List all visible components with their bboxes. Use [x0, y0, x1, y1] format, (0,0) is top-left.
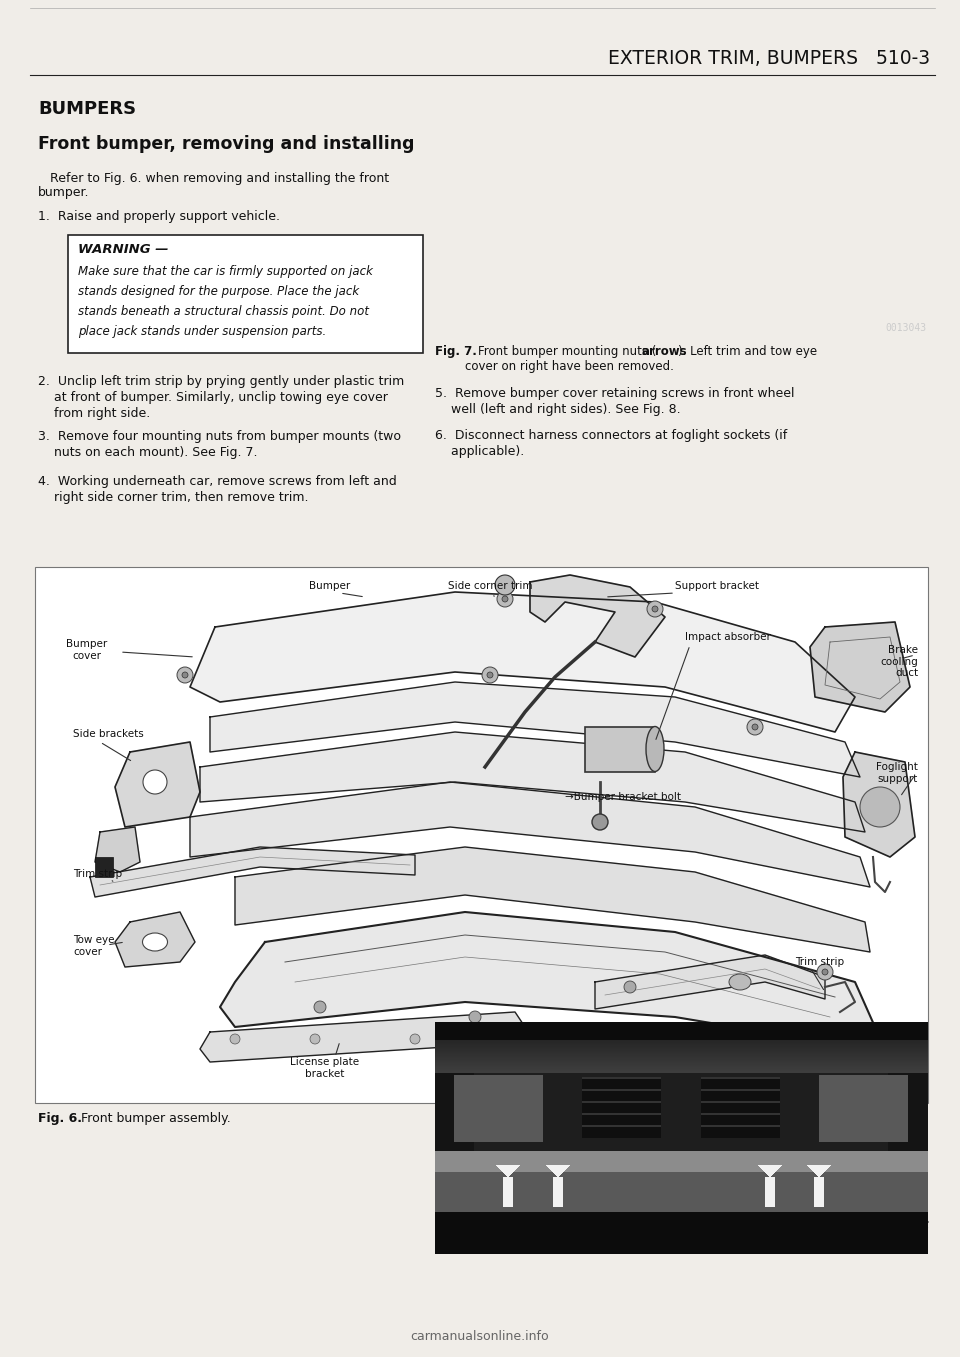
- Polygon shape: [530, 575, 665, 657]
- Text: Trim strip: Trim strip: [795, 957, 844, 968]
- Text: WARNING —: WARNING —: [78, 243, 169, 256]
- Polygon shape: [810, 622, 910, 712]
- Text: well (left and right sides). See Fig. 8.: well (left and right sides). See Fig. 8.: [435, 403, 681, 417]
- Circle shape: [230, 1034, 240, 1044]
- Circle shape: [182, 672, 188, 678]
- Text: Front bumper mounting nuts (: Front bumper mounting nuts (: [478, 345, 657, 358]
- Text: 6.  Disconnect harness connectors at foglight sockets (if: 6. Disconnect harness connectors at fogl…: [435, 429, 787, 442]
- Text: from right side.: from right side.: [38, 407, 151, 421]
- Circle shape: [817, 963, 833, 980]
- Text: Tow eye
cover: Tow eye cover: [73, 935, 114, 957]
- Polygon shape: [210, 683, 860, 778]
- Text: carmanualsonline.info: carmanualsonline.info: [411, 1330, 549, 1343]
- Circle shape: [143, 769, 167, 794]
- Text: Side brackets: Side brackets: [73, 729, 144, 740]
- Circle shape: [487, 672, 493, 678]
- Text: applicable).: applicable).: [435, 445, 524, 459]
- Text: 5.  Remove bumper cover retaining screws in front wheel: 5. Remove bumper cover retaining screws …: [435, 387, 795, 400]
- Text: right side corner trim, then remove trim.: right side corner trim, then remove trim…: [38, 491, 308, 503]
- Circle shape: [647, 601, 663, 617]
- Text: Support bracket: Support bracket: [675, 581, 759, 592]
- Text: bumper.: bumper.: [38, 186, 89, 199]
- Text: place jack stands under suspension parts.: place jack stands under suspension parts…: [78, 324, 326, 338]
- Text: at front of bumper. Similarly, unclip towing eye cover: at front of bumper. Similarly, unclip to…: [38, 391, 388, 404]
- Ellipse shape: [142, 934, 167, 951]
- Circle shape: [860, 787, 900, 826]
- Text: Bumper
cover: Bumper cover: [66, 639, 108, 661]
- Text: Fig. 6.: Fig. 6.: [38, 1111, 82, 1125]
- Polygon shape: [200, 731, 865, 832]
- Text: stands designed for the purpose. Place the jack: stands designed for the purpose. Place t…: [78, 285, 359, 299]
- Polygon shape: [200, 1012, 525, 1063]
- Text: EXTERIOR TRIM, BUMPERS   510-3: EXTERIOR TRIM, BUMPERS 510-3: [608, 49, 930, 68]
- Text: License plate
bracket: License plate bracket: [291, 1057, 360, 1079]
- Text: BUMPERS: BUMPERS: [38, 100, 136, 118]
- Polygon shape: [90, 847, 415, 897]
- Polygon shape: [843, 752, 915, 858]
- Text: nuts on each mount). See Fig. 7.: nuts on each mount). See Fig. 7.: [38, 446, 257, 459]
- Circle shape: [314, 1001, 326, 1012]
- Circle shape: [482, 668, 498, 683]
- Text: Make sure that the car is firmly supported on jack: Make sure that the car is firmly support…: [78, 265, 372, 278]
- Ellipse shape: [729, 974, 751, 991]
- Circle shape: [410, 1034, 420, 1044]
- Circle shape: [592, 814, 608, 830]
- Ellipse shape: [646, 726, 664, 772]
- Text: 3.  Remove four mounting nuts from bumper mounts (two: 3. Remove four mounting nuts from bumper…: [38, 430, 401, 442]
- Circle shape: [469, 1011, 481, 1023]
- Text: 0011944: 0011944: [882, 1088, 923, 1098]
- Polygon shape: [595, 955, 825, 1010]
- Circle shape: [480, 1034, 490, 1044]
- Bar: [585, 727, 655, 772]
- Bar: [35, 567, 928, 1103]
- Text: 2.  Unclip left trim strip by prying gently under plastic trim: 2. Unclip left trim strip by prying gent…: [38, 375, 404, 388]
- Text: Foglight
support: Foglight support: [876, 763, 918, 783]
- Polygon shape: [95, 826, 140, 873]
- Text: stands beneath a structural chassis point. Do not: stands beneath a structural chassis poin…: [78, 305, 369, 318]
- Circle shape: [495, 575, 515, 594]
- Text: Impact absorber: Impact absorber: [685, 632, 771, 642]
- Polygon shape: [220, 912, 875, 1048]
- Circle shape: [652, 607, 658, 612]
- Polygon shape: [190, 782, 870, 887]
- Bar: [95, 858, 113, 877]
- Text: 4.  Working underneath car, remove screws from left and: 4. Working underneath car, remove screws…: [38, 475, 396, 489]
- Text: Brake
cooling
duct: Brake cooling duct: [880, 645, 918, 678]
- Text: ). Left trim and tow eye: ). Left trim and tow eye: [678, 345, 817, 358]
- Polygon shape: [190, 592, 855, 731]
- Text: 0013043: 0013043: [885, 323, 926, 332]
- Text: Refer to Fig. 6. when removing and installing the front: Refer to Fig. 6. when removing and insta…: [38, 172, 389, 185]
- Text: Front bumper assembly.: Front bumper assembly.: [73, 1111, 230, 1125]
- Polygon shape: [115, 912, 195, 968]
- Text: BUMPERS: BUMPERS: [863, 1220, 930, 1234]
- Circle shape: [177, 668, 193, 683]
- Polygon shape: [235, 847, 870, 953]
- Text: Side corner trim: Side corner trim: [447, 581, 532, 592]
- Text: 1.  Raise and properly support vehicle.: 1. Raise and properly support vehicle.: [38, 210, 280, 223]
- Circle shape: [624, 981, 636, 993]
- Text: Front bumper, removing and installing: Front bumper, removing and installing: [38, 134, 415, 153]
- Text: Fig. 7.: Fig. 7.: [435, 345, 485, 358]
- Text: arrows: arrows: [641, 345, 686, 358]
- Circle shape: [497, 592, 513, 607]
- Circle shape: [502, 596, 508, 603]
- Circle shape: [822, 969, 828, 974]
- Text: cover on right have been removed.: cover on right have been removed.: [465, 360, 674, 373]
- Circle shape: [747, 719, 763, 735]
- Text: Bumper: Bumper: [309, 581, 350, 592]
- Polygon shape: [115, 742, 200, 826]
- Circle shape: [752, 725, 758, 730]
- Text: →Bumper bracket bolt: →Bumper bracket bolt: [565, 792, 681, 802]
- Circle shape: [310, 1034, 320, 1044]
- Text: Trim strip: Trim strip: [73, 868, 122, 879]
- Bar: [68, 235, 423, 353]
